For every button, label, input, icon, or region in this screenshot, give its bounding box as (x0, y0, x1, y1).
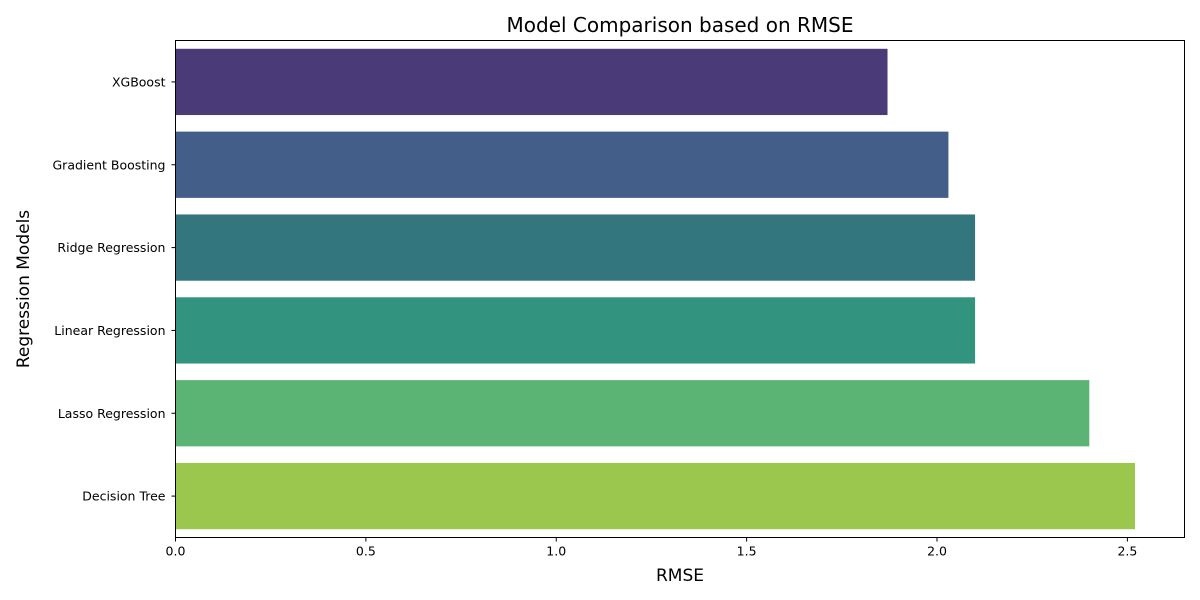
y-tick-label-decision-tree: Decision Tree (82, 489, 166, 504)
x-tick-label: 2.0 (927, 544, 947, 559)
x-tick-label: 2.5 (1117, 544, 1137, 559)
y-tick-label-linear-regression: Linear Regression (54, 323, 165, 338)
x-axis-ticks: 0.0 0.5 1.0 1.5 2.0 2.5 (166, 537, 1137, 559)
bar-decision-tree (175, 462, 1136, 530)
y-axis-label: Regression Models (14, 210, 34, 368)
bar-lasso-regression (175, 380, 1090, 447)
y-axis-ticks: XGBoost Gradient Boosting Ridge Regression… (53, 74, 176, 504)
bar-xgboost (175, 48, 888, 116)
y-tick-label-ridge-regression: Ridge Regression (57, 240, 165, 255)
y-tick-label-xgboost: XGBoost (112, 74, 166, 89)
bar-linear-regression (175, 297, 976, 364)
x-tick-label: 0.0 (166, 544, 186, 559)
y-tick-label-gradient-boosting: Gradient Boosting (53, 157, 166, 172)
x-tick-label: 1.5 (737, 544, 757, 559)
x-axis-label: RMSE (656, 566, 704, 586)
x-tick-label: 0.5 (356, 544, 376, 559)
bar-gradient-boosting (175, 131, 949, 198)
chart-title: Model Comparison based on RMSE (507, 13, 854, 37)
bar-ridge-regression (175, 214, 976, 281)
bars-group (175, 48, 1136, 530)
plot-frame (175, 40, 1185, 538)
y-tick-label-lasso-regression: Lasso Regression (58, 406, 166, 421)
x-tick-label: 1.0 (546, 544, 566, 559)
